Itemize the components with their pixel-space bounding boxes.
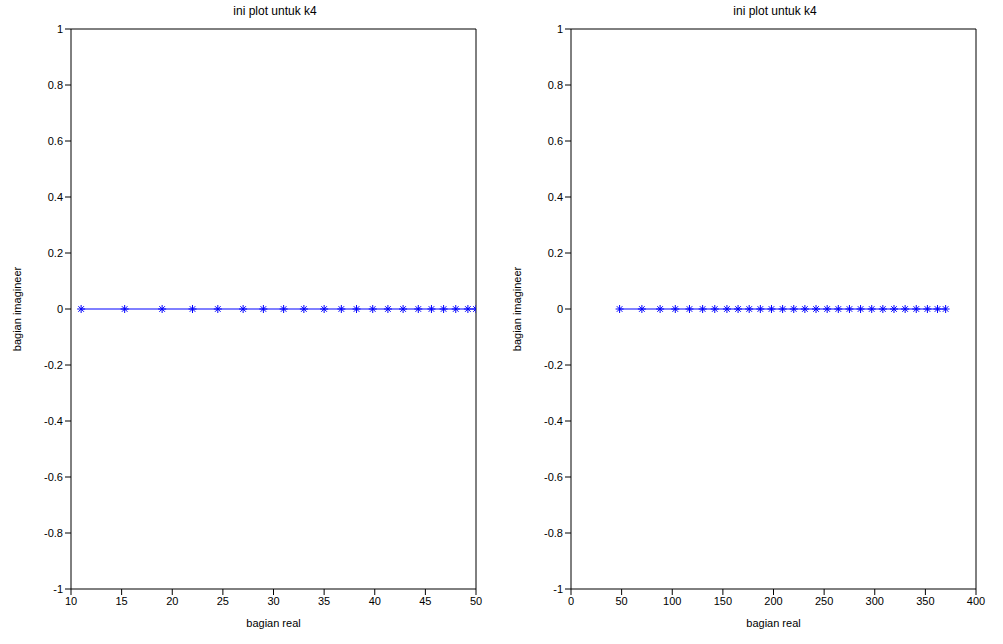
- svg-text:300: 300: [866, 595, 884, 607]
- svg-text:-0.4: -0.4: [44, 415, 63, 427]
- svg-text:0.2: 0.2: [548, 247, 563, 259]
- svg-text:400: 400: [967, 595, 985, 607]
- svg-text:0: 0: [568, 595, 574, 607]
- svg-text:50: 50: [470, 595, 482, 607]
- svg-text:-0.6: -0.6: [44, 471, 63, 483]
- svg-text:-1: -1: [53, 583, 63, 595]
- svg-text:0.4: 0.4: [48, 191, 63, 203]
- svg-text:-0.4: -0.4: [544, 415, 563, 427]
- svg-text:350: 350: [916, 595, 934, 607]
- svg-text:0.8: 0.8: [548, 79, 563, 91]
- svg-text:100: 100: [663, 595, 681, 607]
- svg-text:45: 45: [419, 595, 431, 607]
- svg-text:-0.2: -0.2: [44, 359, 63, 371]
- svg-text:30: 30: [267, 595, 279, 607]
- svg-text:-0.2: -0.2: [544, 359, 563, 371]
- svg-text:25: 25: [217, 595, 229, 607]
- svg-text:0.6: 0.6: [48, 135, 63, 147]
- svg-text:0.6: 0.6: [548, 135, 563, 147]
- svg-text:10: 10: [65, 595, 77, 607]
- html-text:ini plot untuk k4: ini plot untuk k4: [233, 4, 317, 18]
- svg-text:-0.8: -0.8: [44, 527, 63, 539]
- svg-text:bagian imagineer: bagian imagineer: [11, 266, 23, 351]
- svg-text:1: 1: [57, 23, 63, 35]
- svg-text:0: 0: [557, 303, 563, 315]
- svg-text:0.4: 0.4: [548, 191, 563, 203]
- svg-text:35: 35: [318, 595, 330, 607]
- svg-text:0.8: 0.8: [48, 79, 63, 91]
- svg-text:bagian imagineer: bagian imagineer: [511, 266, 523, 351]
- svg-text:-0.8: -0.8: [544, 527, 563, 539]
- svg-text:20: 20: [166, 595, 178, 607]
- svg-text:0: 0: [57, 303, 63, 315]
- svg-text:50: 50: [616, 595, 628, 607]
- svg-text:bagian real: bagian real: [746, 617, 800, 629]
- svg-text:-1: -1: [553, 583, 563, 595]
- svg-text:200: 200: [764, 595, 782, 607]
- svg-text:40: 40: [369, 595, 381, 607]
- svg-text:0.2: 0.2: [48, 247, 63, 259]
- svg-text:bagian real: bagian real: [246, 617, 300, 629]
- svg-text:-0.6: -0.6: [544, 471, 563, 483]
- svg-text:1: 1: [557, 23, 563, 35]
- html-text:ini plot untuk k4: ini plot untuk k4: [733, 4, 817, 18]
- svg-text:150: 150: [714, 595, 732, 607]
- svg-text:250: 250: [815, 595, 833, 607]
- svg-text:15: 15: [116, 595, 128, 607]
